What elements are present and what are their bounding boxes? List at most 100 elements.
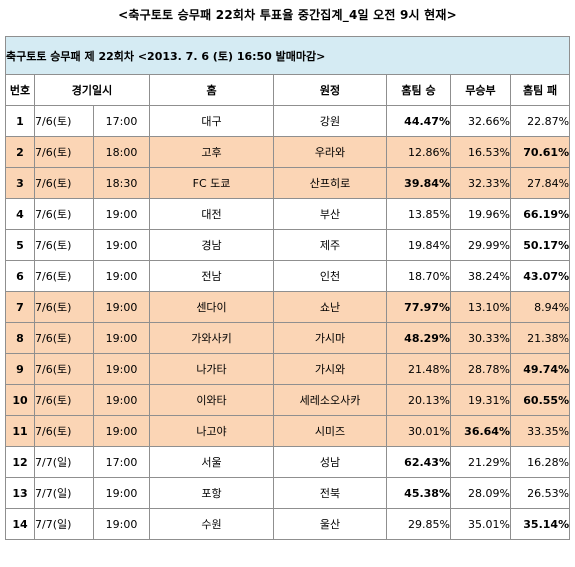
row-number: 2 [5,136,35,168]
draw-rate: 28.78% [450,353,511,385]
match-date: 7/6(토) [34,198,94,230]
table-row: 2 7/6(토) 18:00 고후 우라와 12.86% 16.53% 70.61% [5,136,571,168]
home-team: 나고야 [149,415,274,447]
away-team: 세레소오사카 [273,384,387,416]
row-number: 8 [5,322,35,354]
table-row: 7 7/6(토) 19:00 센다이 쇼난 77.97% 13.10% 8.94% [5,291,571,323]
away-team: 제주 [273,229,387,261]
home-win-rate: 45.38% [386,477,451,509]
page-title: <축구토토 승무패 22회차 투표율 중간집계_4일 오전 9시 현재> [118,8,457,22]
match-time: 19:00 [93,353,150,385]
row-number: 9 [5,353,35,385]
match-date: 7/6(토) [34,260,94,292]
home-win-rate: 62.43% [386,446,451,478]
row-number: 6 [5,260,35,292]
table-row: 8 7/6(토) 19:00 가와사키 가시마 48.29% 30.33% 21.38% [5,322,571,354]
table-row: 11 7/6(토) 19:00 나고야 시미즈 30.01% 36.64% 33.35% [5,415,571,447]
home-lose-rate: 8.94% [509,291,571,323]
home-win-rate: 30.01% [386,415,451,447]
match-time: 19:00 [93,384,150,416]
row-number: 1 [5,105,35,137]
home-lose-rate: 21.38% [509,322,571,354]
match-date: 7/7(일) [34,446,94,478]
column-header-datetime: 경기일시 [34,74,150,106]
match-time: 17:00 [93,446,150,478]
table-row: 10 7/6(토) 19:00 이와타 세레소오사카 20.13% 19.31% 60.55% [5,384,571,416]
away-team: 가시와 [273,353,387,385]
draw-rate: 30.33% [450,322,511,354]
home-team: 센다이 [149,291,274,323]
match-time: 18:00 [93,136,150,168]
draw-rate: 13.10% [450,291,511,323]
home-lose-rate: 26.53% [509,477,571,509]
home-win-rate: 19.84% [386,229,451,261]
table-row: 4 7/6(토) 19:00 대전 부산 13.85% 19.96% 66.19% [5,198,571,230]
home-team: 경남 [149,229,274,261]
table-row: 9 7/6(토) 19:00 나가타 가시와 21.48% 28.78% 49.74% [5,353,571,385]
away-team: 강원 [273,105,387,137]
match-date: 7/6(토) [34,105,94,137]
row-number: 7 [5,291,35,323]
home-team: 가와사키 [149,322,274,354]
away-team: 성남 [273,446,387,478]
row-number: 13 [5,477,35,509]
draw-rate: 29.99% [450,229,511,261]
column-header-home: 홈 [149,74,274,106]
table-row: 6 7/6(토) 19:00 전남 인천 18.70% 38.24% 43.07% [5,260,571,292]
row-number: 5 [5,229,35,261]
match-time: 19:00 [93,477,150,509]
row-number: 3 [5,167,35,199]
home-win-rate: 48.29% [386,322,451,354]
match-date: 7/6(토) [34,136,94,168]
draw-rate: 36.64% [450,415,511,447]
home-lose-rate: 66.19% [509,198,571,230]
home-lose-rate: 33.35% [509,415,571,447]
away-team: 부산 [273,198,387,230]
home-team: 나가타 [149,353,274,385]
match-date: 7/6(토) [34,229,94,261]
home-team: 고후 [149,136,274,168]
match-time: 19:00 [93,508,150,540]
home-win-rate: 21.48% [386,353,451,385]
match-date: 7/6(토) [34,291,94,323]
home-lose-rate: 60.55% [509,384,571,416]
match-time: 18:30 [93,167,150,199]
match-date: 7/6(토) [34,415,94,447]
home-lose-rate: 16.28% [509,446,571,478]
match-time: 19:00 [93,322,150,354]
home-team: 서울 [149,446,274,478]
away-team: 가시마 [273,322,387,354]
draw-rate: 19.31% [450,384,511,416]
table-row: 5 7/6(토) 19:00 경남 제주 19.84% 29.99% 50.17% [5,229,571,261]
draw-rate: 32.33% [450,167,511,199]
vote-rate-table: 축구토토 승무패 제 22회차 <2013. 7. 6 (토) 16:50 발매… [4,36,571,540]
home-win-rate: 20.13% [386,384,451,416]
match-date: 7/6(토) [34,353,94,385]
home-lose-rate: 43.07% [509,260,571,292]
home-team: 이와타 [149,384,274,416]
row-number: 12 [5,446,35,478]
draw-rate: 35.01% [450,508,511,540]
home-win-rate: 18.70% [386,260,451,292]
table-banner-row: 축구토토 승무패 제 22회차 <2013. 7. 6 (토) 16:50 발매… [4,36,571,75]
away-team: 쇼난 [273,291,387,323]
home-team: 수원 [149,508,274,540]
match-date: 7/7(일) [34,477,94,509]
away-team: 산프히로 [273,167,387,199]
column-header-no: 번호 [5,74,35,106]
home-team: FC 도쿄 [149,167,274,199]
draw-rate: 28.09% [450,477,511,509]
home-team: 전남 [149,260,274,292]
table-row: 12 7/7(일) 17:00 서울 성남 62.43% 21.29% 16.28% [5,446,571,478]
column-header-draw: 무승부 [450,74,511,106]
match-time: 19:00 [93,229,150,261]
home-lose-rate: 49.74% [509,353,571,385]
match-time: 19:00 [93,260,150,292]
away-team: 시미즈 [273,415,387,447]
match-time: 19:00 [93,198,150,230]
table-banner: 축구토토 승무패 제 22회차 <2013. 7. 6 (토) 16:50 발매… [4,36,571,75]
table-row: 3 7/6(토) 18:30 FC 도쿄 산프히로 39.84% 32.33% 27.84% [5,167,571,199]
home-team: 포항 [149,477,274,509]
match-time: 19:00 [93,291,150,323]
home-team: 대전 [149,198,274,230]
